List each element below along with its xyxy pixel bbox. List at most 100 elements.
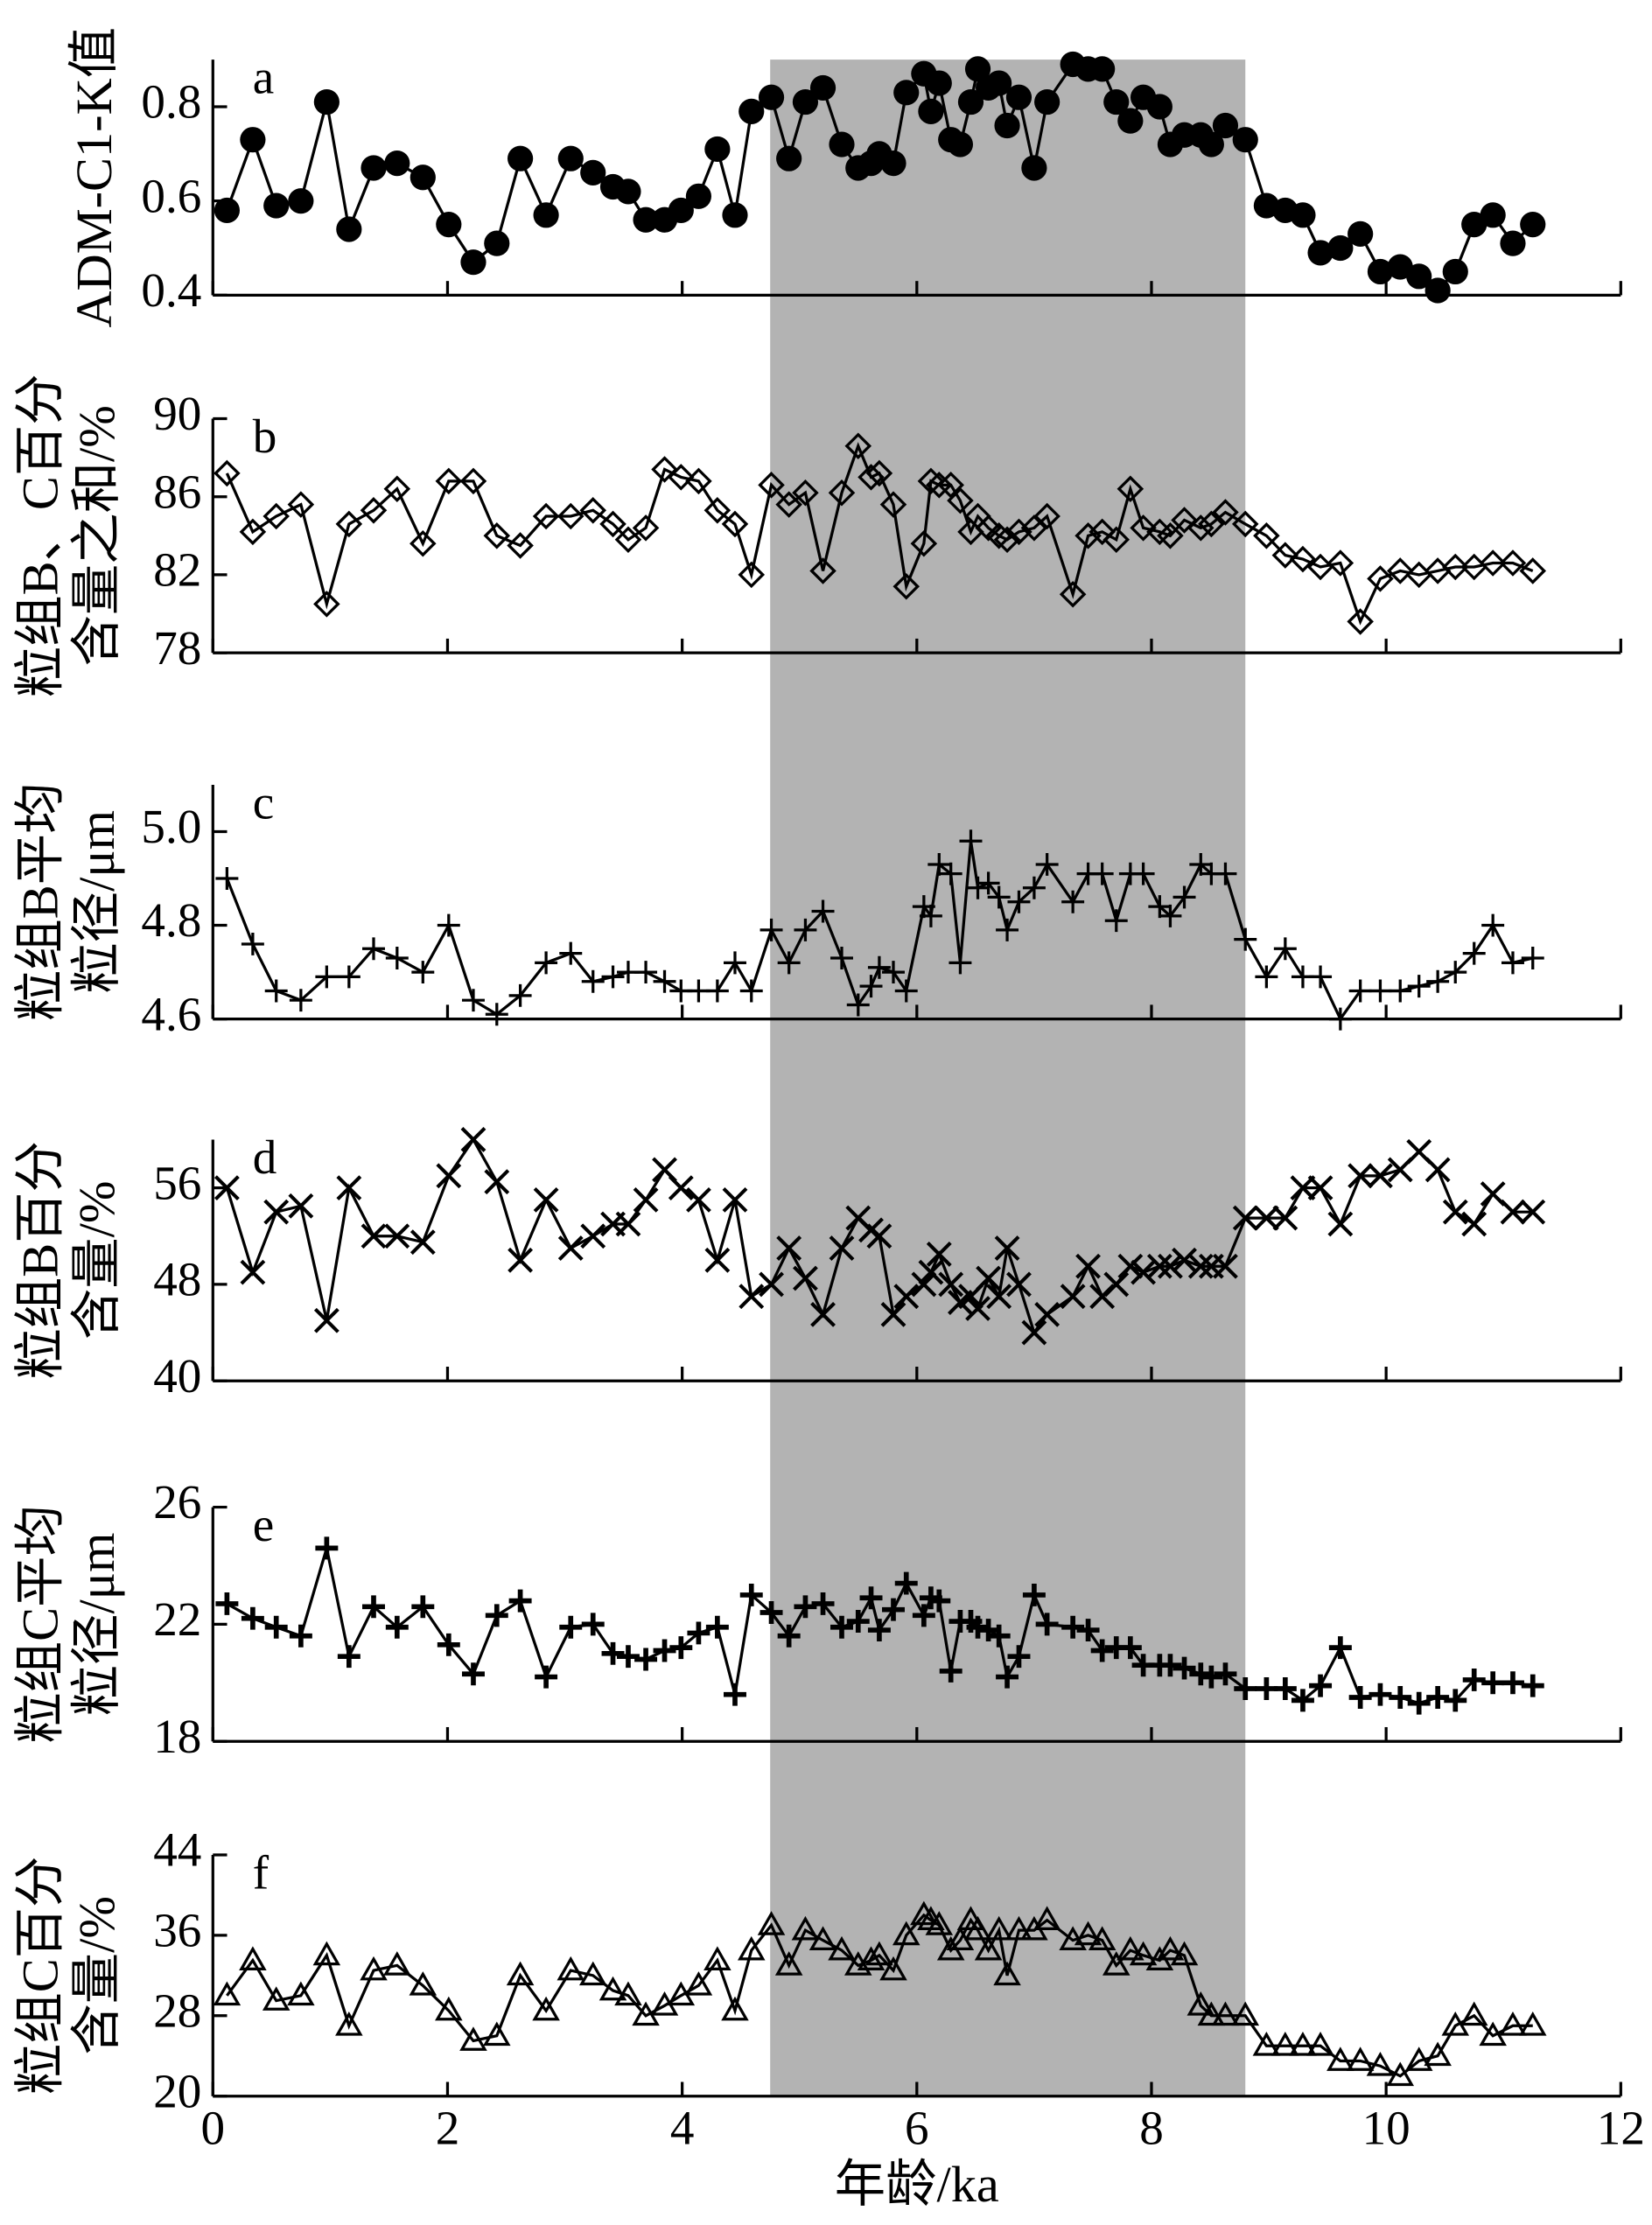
marker bbox=[792, 88, 819, 115]
marker bbox=[653, 969, 676, 993]
marker bbox=[1231, 2001, 1260, 2026]
marker bbox=[1348, 1163, 1374, 1189]
series-line bbox=[225, 840, 1534, 1022]
marker bbox=[948, 951, 972, 975]
marker bbox=[410, 1229, 436, 1256]
marker bbox=[1090, 1639, 1114, 1662]
marker bbox=[739, 1583, 763, 1606]
y-tick-label: 0.4 bbox=[141, 263, 201, 317]
marker bbox=[911, 1271, 937, 1298]
y-tick-label: 4.8 bbox=[141, 893, 201, 947]
marker bbox=[460, 1127, 486, 1152]
marker bbox=[939, 1659, 962, 1683]
panel: 20 28 36 44 0 2 4 6 8 10 12 f 粒组C百分 含量/% 年龄/ka bbox=[11, 1823, 1645, 2214]
marker bbox=[1061, 1615, 1085, 1639]
marker bbox=[1213, 1253, 1238, 1279]
marker bbox=[1189, 852, 1213, 876]
marker bbox=[912, 1604, 935, 1627]
marker bbox=[313, 88, 340, 115]
marker bbox=[1461, 1211, 1488, 1237]
marker bbox=[705, 979, 729, 1003]
marker bbox=[809, 74, 836, 101]
marker bbox=[1389, 979, 1412, 1003]
y-axis-label: 含量/% bbox=[68, 1896, 125, 2055]
marker bbox=[1347, 608, 1374, 635]
marker bbox=[1368, 979, 1392, 1003]
marker bbox=[996, 918, 1019, 941]
marker bbox=[879, 1956, 907, 1981]
marker bbox=[435, 1996, 463, 2021]
marker bbox=[794, 1595, 817, 1619]
marker bbox=[581, 969, 605, 993]
marker bbox=[508, 983, 532, 1007]
marker bbox=[986, 70, 1012, 96]
marker bbox=[287, 1981, 315, 2006]
marker bbox=[1158, 1253, 1183, 1279]
marker bbox=[738, 98, 765, 124]
marker bbox=[1386, 557, 1414, 584]
shaded-region bbox=[770, 59, 1246, 2096]
y-tick-label: 82 bbox=[153, 543, 201, 597]
marker bbox=[384, 1223, 410, 1249]
marker bbox=[1309, 965, 1333, 989]
marker bbox=[1118, 1636, 1142, 1660]
marker bbox=[1521, 947, 1544, 969]
marker bbox=[1061, 890, 1085, 913]
marker bbox=[704, 497, 732, 524]
marker bbox=[976, 1265, 1002, 1291]
marker bbox=[926, 1242, 952, 1267]
marker bbox=[336, 216, 362, 242]
marker bbox=[1117, 108, 1144, 134]
marker bbox=[774, 1951, 803, 1976]
series-line bbox=[226, 1913, 1533, 2078]
panel-label: e bbox=[253, 1498, 274, 1551]
marker bbox=[808, 1926, 837, 1950]
marker bbox=[633, 206, 659, 233]
marker bbox=[288, 1193, 314, 1219]
marker bbox=[959, 829, 983, 853]
marker bbox=[460, 249, 486, 276]
y-tick-label: 86 bbox=[153, 465, 201, 518]
marker bbox=[360, 1223, 387, 1249]
marker bbox=[937, 472, 964, 499]
marker bbox=[1104, 909, 1128, 933]
y-tick-label: 0.6 bbox=[141, 169, 201, 222]
marker bbox=[705, 1615, 729, 1639]
marker bbox=[1348, 220, 1374, 247]
marker bbox=[532, 502, 560, 530]
marker bbox=[986, 1284, 1012, 1310]
marker bbox=[1307, 1175, 1334, 1201]
marker bbox=[1075, 1253, 1101, 1279]
marker bbox=[1212, 112, 1239, 139]
marker bbox=[287, 491, 315, 518]
marker bbox=[1291, 1689, 1314, 1712]
series-line bbox=[225, 1137, 1533, 1336]
marker bbox=[1479, 2021, 1507, 2047]
marker bbox=[938, 1271, 964, 1298]
marker bbox=[1102, 526, 1130, 554]
marker bbox=[411, 961, 435, 984]
y-tick-label: 20 bbox=[153, 2064, 201, 2117]
marker bbox=[882, 1598, 905, 1621]
marker bbox=[1172, 1656, 1196, 1680]
marker bbox=[704, 1946, 732, 1970]
marker bbox=[925, 1911, 954, 1935]
marker bbox=[632, 2001, 660, 2026]
marker bbox=[1074, 522, 1102, 549]
marker bbox=[1424, 2041, 1452, 2067]
marker bbox=[722, 202, 748, 228]
marker bbox=[1005, 84, 1032, 110]
marker bbox=[758, 472, 785, 499]
marker bbox=[1271, 542, 1299, 569]
marker bbox=[684, 1971, 713, 1996]
marker bbox=[1022, 876, 1046, 899]
marker bbox=[1368, 1683, 1392, 1706]
marker bbox=[866, 1223, 892, 1249]
marker bbox=[411, 1595, 435, 1619]
panel: 78 82 86 90 b 粒组B、C百分 含量之和/% bbox=[11, 374, 1622, 697]
marker bbox=[213, 1981, 242, 2006]
x-tick-label: 10 bbox=[1362, 2102, 1410, 2155]
marker bbox=[483, 522, 511, 549]
marker bbox=[598, 1976, 627, 2001]
